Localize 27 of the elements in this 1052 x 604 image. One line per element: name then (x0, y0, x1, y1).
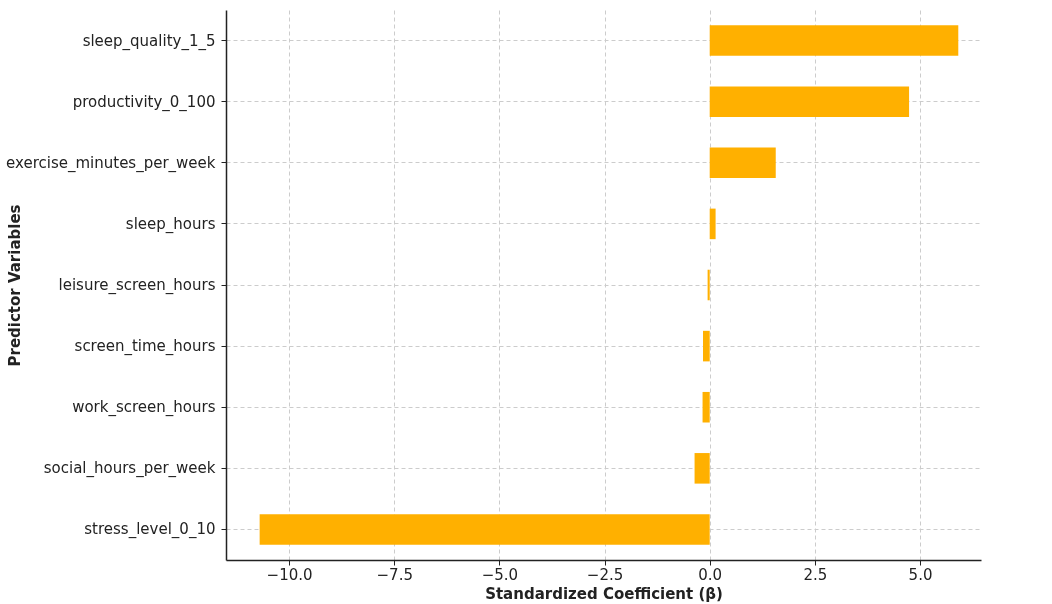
bar (259, 514, 710, 545)
x-tick-label: −7.5 (376, 565, 413, 584)
bar (707, 269, 710, 301)
x-tick-label: −2.5 (586, 565, 624, 584)
x-tick-label: −10.0 (266, 565, 313, 584)
y-axis-title: Predictor Variables (5, 204, 24, 367)
x-tick-label: −5.0 (481, 565, 519, 584)
y-tick-label: screen_time_hours (74, 337, 216, 357)
bar (694, 453, 710, 484)
y-tick-label: stress_level_0_10 (84, 520, 216, 540)
y-tick-label: social_hours_per_week (43, 459, 216, 479)
y-tick-label: work_screen_hours (72, 398, 216, 418)
x-tick-label: 0.0 (698, 565, 723, 584)
y-tick-label: sleep_hours (125, 214, 216, 234)
x-tick-label: 5.0 (908, 565, 933, 584)
bar (709, 25, 959, 56)
bar (709, 86, 910, 117)
y-tick-label: exercise_minutes_per_week (6, 153, 216, 173)
y-tick-label: leisure_screen_hours (58, 276, 216, 295)
x-axis-title: Standardized Coefficient (β) (485, 584, 723, 603)
y-tick-label: sleep_quality_1_5 (82, 31, 216, 51)
x-tick-label: 2.5 (803, 565, 828, 584)
bar (702, 391, 710, 423)
y-tick-label: productivity_0_100 (72, 92, 216, 112)
bar (709, 208, 716, 240)
bar (702, 330, 710, 362)
bar (709, 147, 776, 179)
